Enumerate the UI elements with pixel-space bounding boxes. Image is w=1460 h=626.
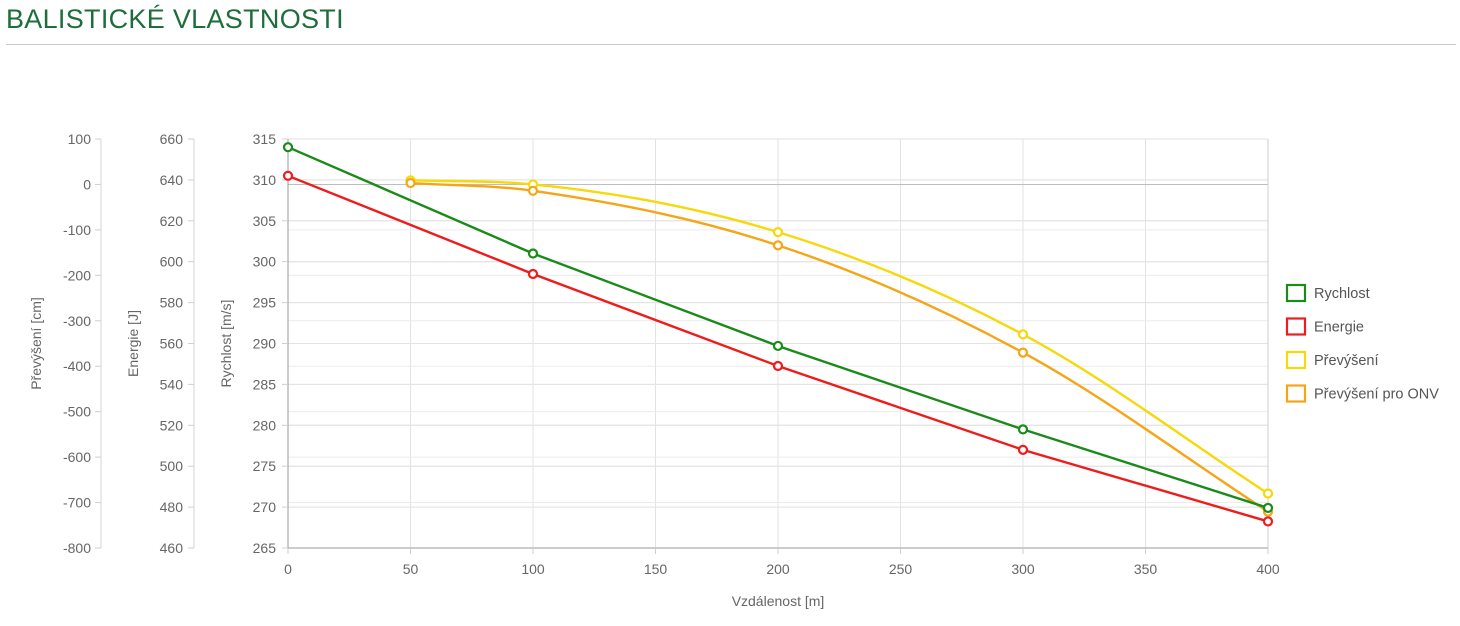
x-tick-label: 0 [284, 561, 292, 577]
x-axis-title: Vzdálenost [m] [732, 593, 825, 609]
velocity-tick-label: 280 [253, 417, 277, 433]
title-divider [6, 44, 1456, 45]
data-point [1262, 488, 1274, 499]
velocity-tick-label: 270 [253, 499, 277, 515]
drop-tick-label: -500 [63, 404, 91, 420]
data-point [772, 240, 784, 251]
drop-axis: 100 0 -100 -200 -300 -400 -500 -600 -700 -800 Přev… [28, 131, 102, 556]
legend-item: Převýšení pro ONV [1285, 384, 1439, 403]
energy-tick-label: 580 [160, 295, 184, 311]
legend: Rychlost Energie Převýšení Převýšení pro ON… [1285, 283, 1439, 403]
drop-tick-label: -100 [63, 222, 91, 238]
data-point [772, 360, 784, 372]
velocity-tick-label: 275 [253, 458, 277, 474]
legend-swatch [1285, 283, 1307, 303]
data-point [527, 185, 539, 196]
energy-axis: 660 640 620 600 580 560 540 520 500 480 460 Energie… [125, 131, 195, 556]
drop-tick-label: -200 [63, 267, 91, 283]
data-point [772, 227, 784, 238]
legend-item: Převýšení [1285, 350, 1378, 370]
drop-tick-label: 100 [68, 131, 92, 147]
legend-label: Rychlost [1314, 286, 1370, 302]
drop-tick-label: -700 [63, 495, 91, 511]
data-point [1017, 329, 1029, 340]
velocity-tick-label: 285 [253, 376, 277, 392]
energy-tick-label: 560 [160, 336, 184, 352]
data-point [772, 340, 784, 352]
velocity-tick-label: 310 [253, 172, 277, 188]
drop-tick-label: -300 [63, 313, 91, 329]
legend-swatch [1285, 384, 1307, 403]
series-p-ev-en- [405, 175, 1274, 499]
velocity-tick-label: 300 [253, 254, 277, 270]
data-point [527, 268, 539, 280]
velocity-axis: 315 310 305 300 295 290 285 280 275 270 265 Rychlos… [218, 131, 289, 556]
x-tick-label: 100 [521, 561, 545, 577]
drop-tick-label: -400 [63, 358, 91, 374]
x-tick-label: 400 [1256, 561, 1280, 577]
legend-item: Rychlost [1285, 283, 1370, 303]
legend-label: Převýšení pro ONV [1314, 387, 1439, 403]
data-point [282, 142, 294, 153]
velocity-axis-title: Rychlost [m/s] [218, 300, 234, 388]
page-title: BALISTICKÉ VLASTNOSTI [6, 4, 344, 34]
series-line [410, 179, 1269, 495]
x-axis: 0 50 100 150 200 250 300 350 400 Vzdálenost [m] [284, 548, 1280, 609]
data-point [1017, 347, 1029, 358]
data-point [1017, 424, 1029, 435]
series-rychlost [282, 142, 1274, 514]
series-line [410, 181, 1269, 513]
data-point [1262, 516, 1274, 527]
velocity-tick-label: 295 [253, 295, 277, 311]
energy-axis-title: Energie [J] [125, 310, 141, 377]
x-tick-label: 50 [403, 561, 419, 577]
data-point [282, 170, 294, 181]
legend-label: Energie [1314, 320, 1364, 336]
data-point [527, 248, 539, 259]
velocity-tick-label: 315 [253, 131, 277, 147]
data-point [1017, 444, 1029, 455]
energy-tick-label: 480 [160, 499, 184, 515]
energy-tick-label: 540 [160, 376, 184, 392]
energy-tick-label: 660 [160, 131, 184, 147]
x-tick-label: 300 [1011, 561, 1035, 577]
energy-tick-label: 500 [160, 458, 184, 474]
drop-tick-label: -800 [63, 540, 91, 556]
energy-tick-label: 460 [160, 540, 184, 556]
drop-tick-label: 0 [83, 176, 91, 192]
energy-tick-label: 520 [160, 417, 184, 433]
x-tick-label: 250 [889, 561, 913, 577]
data-point [405, 177, 416, 189]
velocity-tick-label: 305 [253, 213, 277, 229]
drop-axis-title: Převýšení [cm] [28, 297, 44, 390]
velocity-tick-label: 265 [253, 540, 277, 556]
x-tick-label: 200 [766, 561, 790, 577]
data-point [1262, 502, 1274, 514]
energy-tick-label: 640 [160, 172, 184, 188]
energy-tick-label: 600 [160, 254, 184, 270]
legend-swatch [1285, 317, 1307, 336]
legend-swatch [1285, 350, 1307, 370]
velocity-tick-label: 290 [253, 336, 277, 352]
energy-tick-label: 620 [160, 213, 184, 229]
drop-tick-label: -600 [63, 449, 91, 465]
legend-label: Převýšení [1314, 353, 1378, 369]
series-energie [282, 170, 1274, 527]
x-tick-label: 350 [1134, 561, 1158, 577]
legend-item: Energie [1285, 317, 1364, 336]
x-tick-label: 150 [644, 561, 668, 577]
